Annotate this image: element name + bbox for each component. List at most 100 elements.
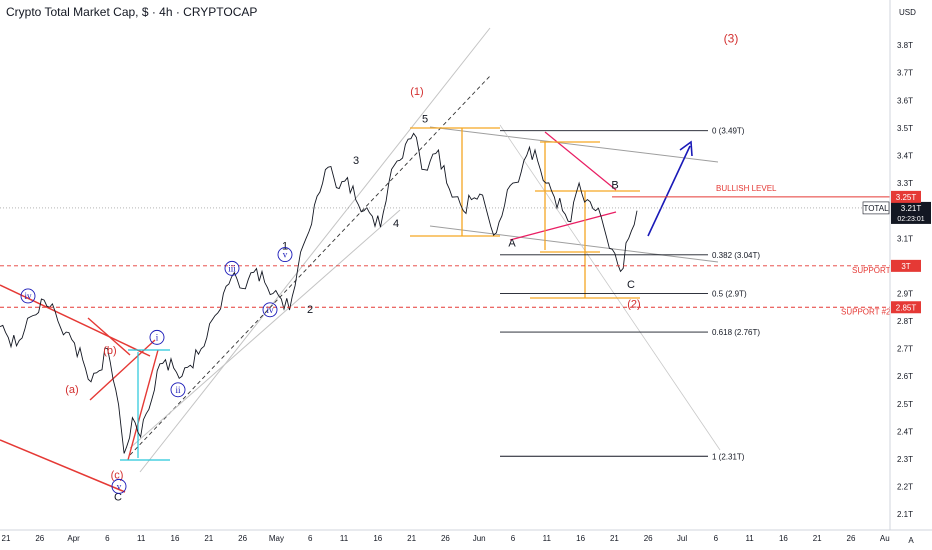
wave-circle xyxy=(149,329,165,345)
wave-label: 5 xyxy=(422,113,428,125)
x-tick-label: May xyxy=(269,534,284,543)
wave-label: i xyxy=(156,332,159,342)
wave-label: 4 xyxy=(393,218,399,230)
current-price-box xyxy=(891,201,931,224)
x-tick-label: 11 xyxy=(745,534,754,543)
current-price-tag: 3.21T xyxy=(901,204,922,213)
price-tag: 2.85T xyxy=(896,303,917,312)
trendlines xyxy=(0,27,721,493)
y-tick-label: 2.9T xyxy=(897,289,913,298)
price-tag-box xyxy=(891,259,921,272)
x-tick-label: 6 xyxy=(714,534,719,543)
x-tick-label: 26 xyxy=(441,534,450,543)
y-tick-label: 2.6T xyxy=(897,372,913,381)
wave-circle xyxy=(170,382,186,398)
wave-label: (2) xyxy=(627,298,640,310)
wave-label: iv xyxy=(24,291,32,301)
x-tick-label: 16 xyxy=(373,534,382,543)
falling-channel-bottom xyxy=(0,439,126,493)
x-tick-label: 6 xyxy=(308,534,313,543)
x-tick-label: 16 xyxy=(576,534,585,543)
wedge-line-1 xyxy=(87,317,131,356)
triangle-top xyxy=(429,126,719,163)
level-label: BULLISH LEVEL xyxy=(716,184,777,193)
x-tick-label: 26 xyxy=(35,534,44,543)
x-tick-label: 26 xyxy=(847,534,856,543)
lower-channel-line xyxy=(129,209,401,449)
x-tick-label: Jun xyxy=(473,534,486,543)
pink-line-top xyxy=(544,131,617,191)
price-series xyxy=(0,132,638,454)
wave-label: C xyxy=(114,491,122,503)
levels: 0 (3.49T) 0.382 (3.04T) 0.5 (2.9T) 0.618 (2… xyxy=(0,127,931,461)
level-label: SUPPORT xyxy=(852,266,891,275)
y-tick-label: 3.7T xyxy=(897,69,913,78)
y-tick-label: 2.1T xyxy=(897,510,913,519)
symbol-tag-box xyxy=(862,201,890,215)
y-tick-label: 3.4T xyxy=(897,151,913,160)
fib-label: 0.382 (3.04T) xyxy=(712,251,760,260)
triangle-bottom xyxy=(429,225,719,263)
x-tick-label: 16 xyxy=(171,534,180,543)
pink-line-bottom xyxy=(509,211,617,241)
x-tick-label: Jul xyxy=(677,534,687,543)
x-tick-label: 21 xyxy=(610,534,619,543)
y-tick-label: 2.7T xyxy=(897,345,913,354)
projection-arrow xyxy=(647,145,691,237)
wave-label: A xyxy=(508,238,516,250)
y-tick-label: 2.8T xyxy=(897,317,913,326)
wave-label: (a) xyxy=(65,384,78,396)
price-tag: 3T xyxy=(901,262,910,271)
x-tick-label: Apr xyxy=(67,534,80,543)
wave-label: v xyxy=(117,481,122,491)
x-tick-label: 6 xyxy=(511,534,516,543)
wave-label: iv xyxy=(266,305,274,315)
fib-label: 0.5 (2.9T) xyxy=(712,289,747,298)
x-tick-label: 21 xyxy=(813,534,822,543)
wave-label: 2 xyxy=(307,304,313,316)
wave-circle xyxy=(111,478,127,494)
countdown-tag: 02:23:01 xyxy=(897,216,924,223)
wave-label: ii xyxy=(175,385,181,395)
x-tick-label: 26 xyxy=(644,534,653,543)
x-tick-label: 11 xyxy=(340,534,349,543)
wave-label: (1) xyxy=(410,86,423,98)
chart-title: Crypto Total Market Cap, $ · 4h · CRYPTO… xyxy=(6,5,258,19)
wave-circle xyxy=(277,247,293,263)
x-tick-label: 6 xyxy=(105,534,110,543)
y-tick-label: 3.8T xyxy=(897,41,913,50)
wave-label: iii xyxy=(228,263,236,273)
diagonal-guide xyxy=(499,124,721,451)
x-tick-label: 21 xyxy=(2,534,11,543)
price-tag-box xyxy=(891,190,921,203)
symbol-tag: TOTAL xyxy=(863,204,889,213)
x-tick-label: 16 xyxy=(779,534,788,543)
x-tick-label: 21 xyxy=(204,534,213,543)
y-tick-label: 3.1T xyxy=(897,234,913,243)
y-tick-label: 3.5T xyxy=(897,124,913,133)
y-tick-label: 3.3T xyxy=(897,179,913,188)
x-tick-label: 11 xyxy=(543,534,552,543)
fib-label: 0.618 (2.76T) xyxy=(712,328,760,337)
wave-label: 1 xyxy=(282,240,288,252)
wedge-line-3 xyxy=(127,349,159,461)
price-tag-box xyxy=(891,301,921,314)
level-label: SUPPORT #2 xyxy=(841,307,891,316)
y-tick-label: 2.3T xyxy=(897,455,913,464)
wave-label: B xyxy=(611,180,618,192)
wave-circle xyxy=(224,260,240,276)
wave-label: v xyxy=(283,250,288,260)
wave-label: (3) xyxy=(724,31,739,45)
wave-circle xyxy=(20,288,36,304)
fib-label: 1 (2.31T) xyxy=(712,452,745,461)
x-tick-label: 26 xyxy=(238,534,247,543)
falling-channel-top xyxy=(0,284,151,357)
price-scale: 3.8T 3.7T 3.6T 3.5T 3.4T 3.3T 3.1T 2.9T 2.8T 2.7T… xyxy=(897,41,913,519)
y-tick-label: 3.6T xyxy=(897,96,913,105)
wave-circle xyxy=(262,302,278,318)
wave-label: (b) xyxy=(103,345,116,357)
currency-label: USD xyxy=(899,8,916,17)
